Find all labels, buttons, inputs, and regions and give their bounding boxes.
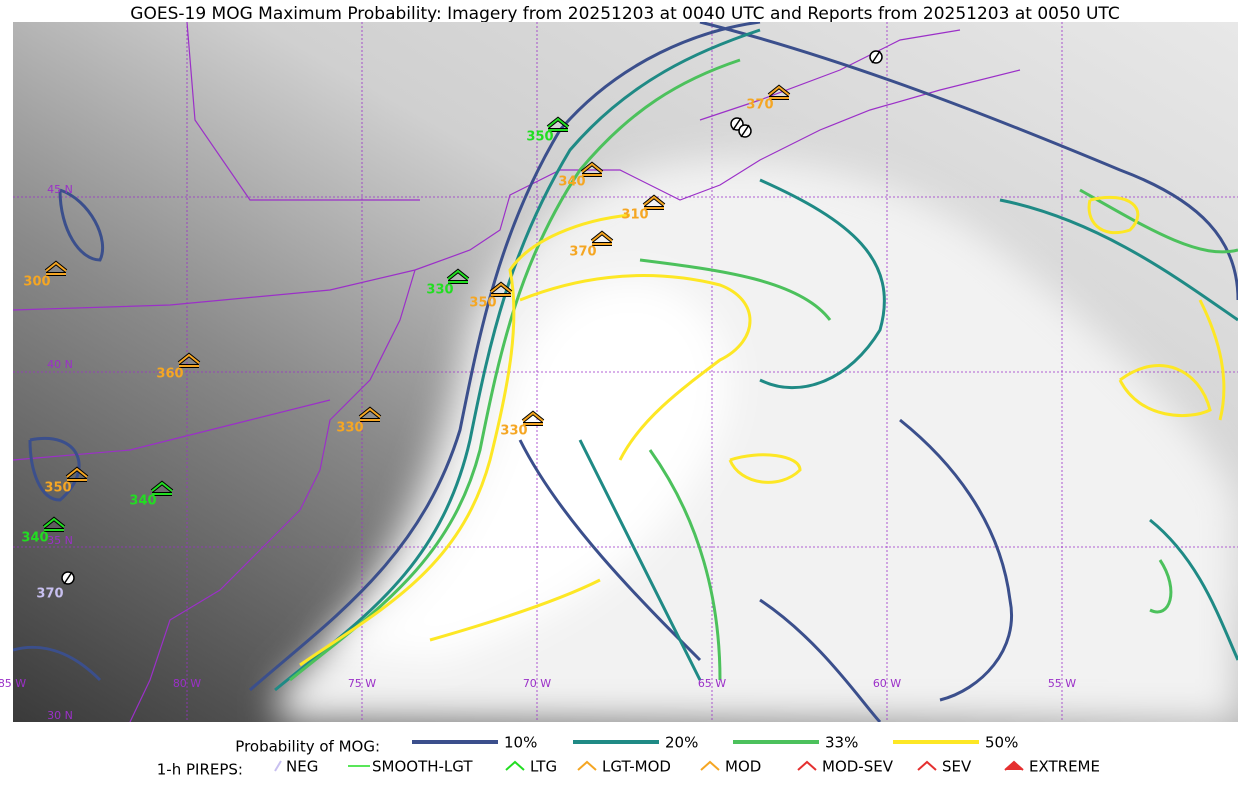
lon-label: 65 W (698, 677, 726, 690)
legend-label: SEV (942, 758, 972, 776)
legend: Probability of MOG: 1-h PIREPS: 10% 20% 33… (157, 734, 1100, 779)
lon-label: 75 W (348, 677, 376, 690)
legend-swatch (700, 760, 720, 771)
lon-label: 85 W (0, 677, 26, 690)
neg-marker (740, 124, 750, 138)
pirep-label: 360 (156, 367, 183, 382)
legend-label: EXTREME (1029, 758, 1100, 776)
pirep-label: 340 (558, 175, 585, 190)
pirep-marker (151, 481, 173, 495)
pirep-marker (490, 282, 512, 296)
legend-swatch (1004, 760, 1024, 771)
lat-label: 45 N (47, 183, 73, 196)
graticule-labels: 45 N 40 N 35 N 30 N 85 W 80 W 75 W 70 W 65 W 60 W… (0, 183, 1076, 722)
pirep-label: 330 (500, 424, 527, 439)
pirep-label: 340 (129, 494, 156, 509)
legend-label: 50% (985, 734, 1018, 752)
graticule (13, 22, 1238, 722)
legend-label: 33% (825, 734, 858, 752)
pirep-marker (591, 231, 613, 245)
pirep-marker (43, 517, 65, 531)
cloud (330, 280, 729, 660)
legend-swatch (577, 760, 597, 771)
pirep-label: 300 (23, 275, 50, 290)
pirep-label: 310 (621, 208, 648, 223)
pirep-label: 370 (569, 245, 596, 260)
pirep-label: 330 (336, 421, 363, 436)
pirep-marker (447, 269, 469, 283)
lon-label: 55 W (1048, 677, 1076, 690)
lat-label: 30 N (47, 709, 73, 722)
lat-label: 35 N (47, 534, 73, 547)
legend-title: Probability of MOG: (235, 738, 380, 756)
legend-swatch (797, 760, 817, 771)
pirep-marker (768, 85, 790, 99)
lat-label: 40 N (47, 358, 73, 371)
pirep-label: 370 (746, 98, 773, 113)
pirep-label: 350 (526, 130, 553, 145)
legend-label: 10% (504, 734, 537, 752)
legend-label: SMOOTH-LGT (372, 758, 473, 776)
pirep-label: 350 (44, 481, 71, 496)
pirep-label: 340 (21, 531, 48, 546)
legend-title: 1-h PIREPS: (157, 761, 243, 779)
neg-marker (732, 117, 742, 131)
pirep-marker (547, 117, 569, 131)
pirep-marker (45, 261, 67, 275)
contours (13, 22, 1238, 722)
pirep-marker (178, 353, 200, 367)
legend-label: LTG (530, 758, 557, 776)
pirep-marker (359, 407, 381, 421)
pirep-label: 370 (36, 587, 63, 602)
lon-label: 60 W (873, 677, 901, 690)
lon-label: 80 W (173, 677, 201, 690)
legend-label: MOD-SEV (822, 758, 894, 776)
legend-label: LGT-MOD (602, 758, 671, 776)
title: GOES-19 MOG Maximum Probability: Imagery… (130, 4, 1119, 24)
pirep-marker (643, 195, 665, 209)
pirep-label: 330 (426, 283, 453, 298)
legend-swatch (917, 760, 937, 771)
neg-marker (63, 571, 73, 585)
lon-label: 70 W (523, 677, 551, 690)
pirep-marker (581, 162, 603, 176)
pirep-label: 350 (469, 296, 496, 311)
legend-swatch (505, 760, 525, 771)
legend-label: 20% (665, 734, 698, 752)
neg-marker (871, 50, 881, 64)
coastline (13, 22, 1021, 722)
pirep-marker (66, 467, 88, 481)
legend-swatch (274, 760, 282, 772)
legend-label: MOD (725, 758, 761, 776)
legend-label: NEG (286, 758, 318, 776)
pirep-marker (522, 411, 544, 425)
